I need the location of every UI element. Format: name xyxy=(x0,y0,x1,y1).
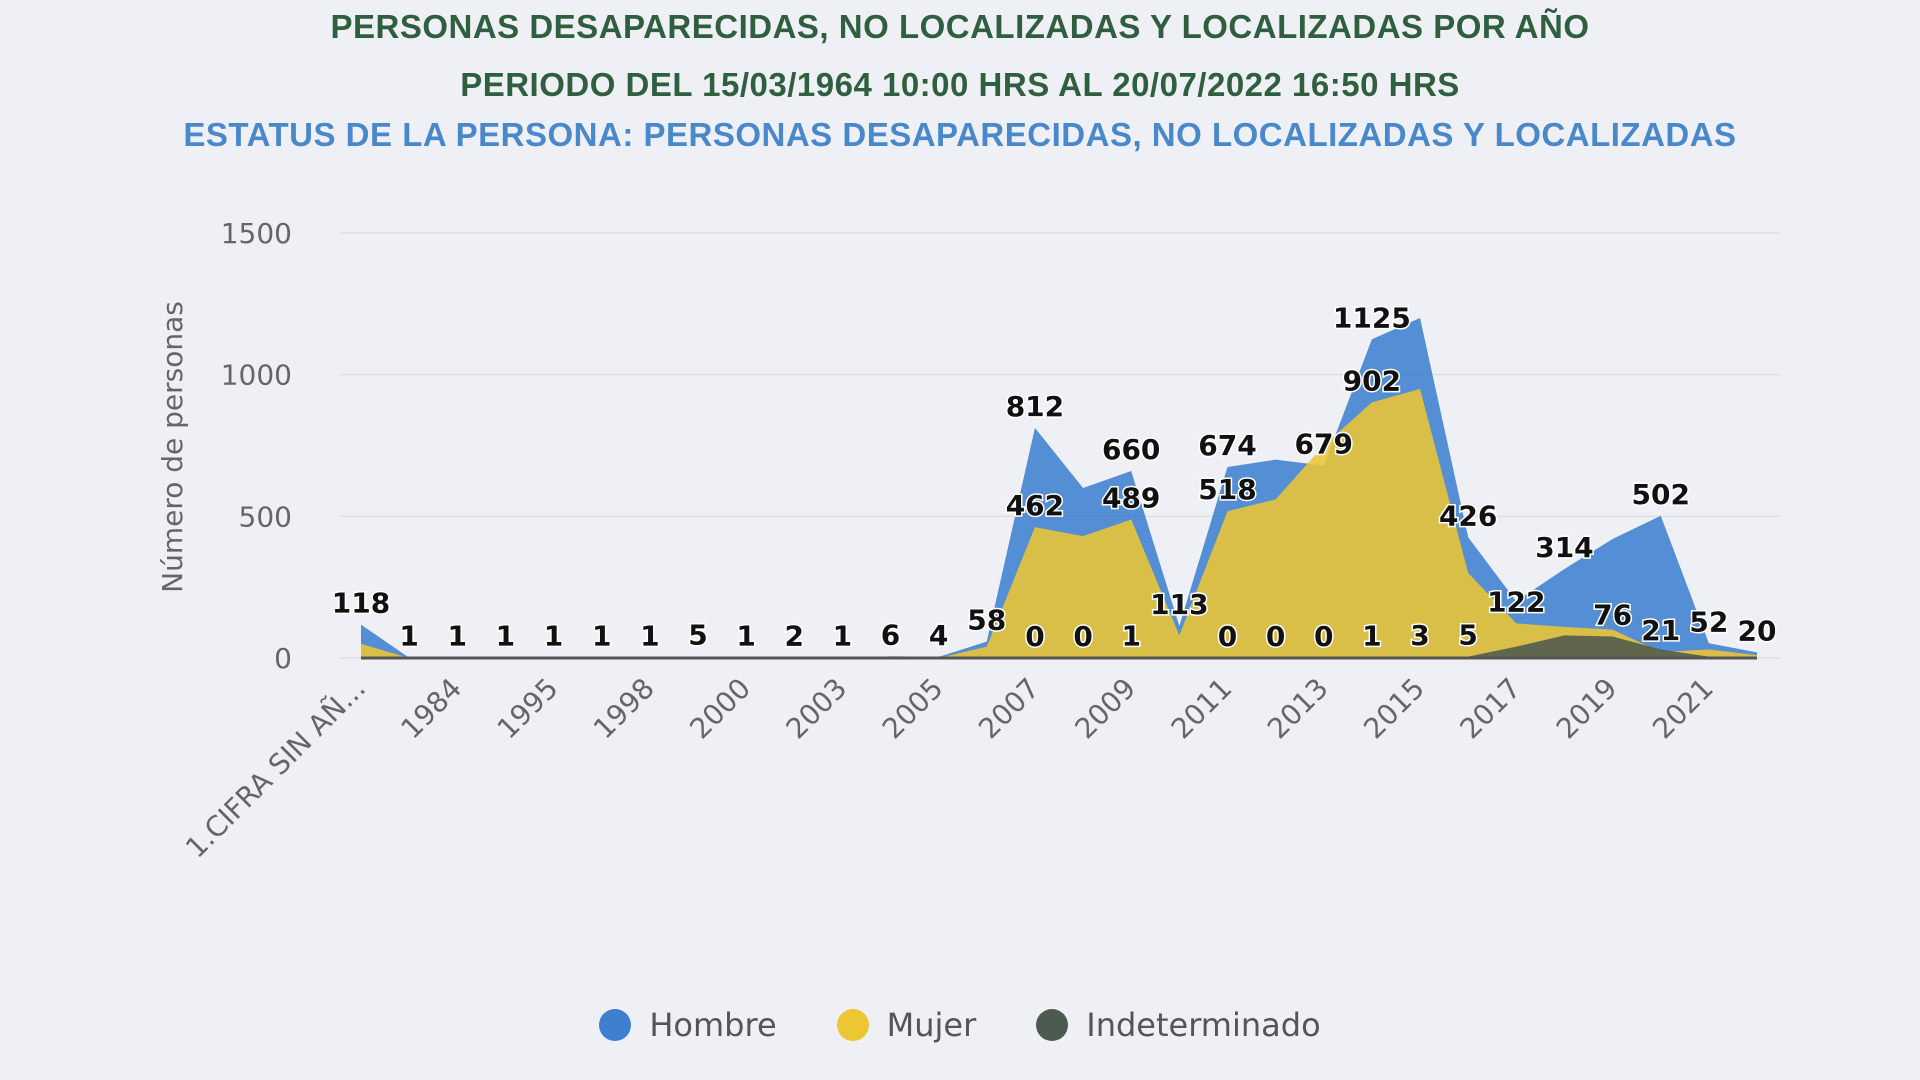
x-tick-label: 2011 xyxy=(1165,672,1239,746)
data-label: 679 xyxy=(1295,428,1353,461)
x-tick-label: 2003 xyxy=(780,672,854,746)
x-tick-label: 2021 xyxy=(1646,672,1720,746)
data-label: 21 xyxy=(1641,614,1680,647)
data-label: 4 xyxy=(929,619,948,652)
data-label: 0 xyxy=(1266,620,1285,653)
x-tick-label: 1995 xyxy=(491,672,565,746)
x-tick-label: 2007 xyxy=(972,672,1046,746)
data-label: 314 xyxy=(1535,531,1593,564)
x-tick-label: 2005 xyxy=(876,672,950,746)
data-label: 118 xyxy=(332,587,390,620)
chart-subtitle: PERIODO DEL 15/03/1964 10:00 HRS AL 20/0… xyxy=(460,66,1460,103)
y-tick-label: 1000 xyxy=(221,359,292,392)
x-tick-label: 2019 xyxy=(1550,672,1624,746)
data-label: 0 xyxy=(1314,620,1333,653)
data-label: 6 xyxy=(881,618,900,651)
x-tick-label: 2015 xyxy=(1357,672,1431,746)
data-label: 52 xyxy=(1689,605,1728,638)
x-tick-label: 1998 xyxy=(587,672,661,746)
data-label: 0 xyxy=(1073,620,1092,653)
y-tick-label: 1500 xyxy=(221,217,292,250)
data-label: 462 xyxy=(1006,489,1064,522)
data-label: 518 xyxy=(1198,473,1256,506)
legend-item-hombre[interactable]: Hombre xyxy=(599,1006,777,1044)
y-axis-title: Número de personas xyxy=(156,301,189,593)
data-label: 1 xyxy=(592,620,611,653)
data-label: 489 xyxy=(1102,481,1160,514)
data-label: 902 xyxy=(1343,364,1401,397)
data-label: 1 xyxy=(399,620,418,653)
legend-item-indeterminado[interactable]: Indeterminado xyxy=(1036,1006,1321,1044)
data-label: 0 xyxy=(1025,620,1044,653)
x-tick-label: 2017 xyxy=(1454,672,1528,746)
data-label: 113 xyxy=(1150,588,1208,621)
data-label: 5 xyxy=(688,619,707,652)
x-tick-label: 1.CIFRA SIN AÑ... xyxy=(179,672,372,865)
data-label: 20 xyxy=(1738,614,1777,647)
chart-title: PERSONAS DESAPARECIDAS, NO LOCALIZADAS Y… xyxy=(330,8,1590,45)
legend: Hombre Mujer Indeterminado xyxy=(0,1006,1920,1044)
x-tick-label: 2013 xyxy=(1261,672,1335,746)
data-label: 1 xyxy=(736,620,755,653)
y-tick-label: 0 xyxy=(274,642,292,675)
data-label: 1 xyxy=(496,620,515,653)
legend-label: Mujer xyxy=(886,1006,977,1044)
x-tick-label: 1984 xyxy=(394,672,468,746)
data-label: 1 xyxy=(1362,620,1381,653)
data-label: 58 xyxy=(967,604,1006,637)
legend-swatch xyxy=(599,1009,632,1041)
data-label: 502 xyxy=(1631,478,1689,511)
data-label: 1 xyxy=(544,620,563,653)
legend-swatch xyxy=(836,1009,869,1041)
data-label: 1 xyxy=(448,620,467,653)
data-label: 1 xyxy=(1121,620,1140,653)
legend-swatch xyxy=(1036,1009,1069,1041)
data-label: 3 xyxy=(1410,619,1429,652)
data-label: 812 xyxy=(1006,390,1064,423)
data-label: 76 xyxy=(1593,598,1632,631)
x-tick-label: 2000 xyxy=(683,672,757,746)
legend-item-mujer[interactable]: Mujer xyxy=(836,1006,977,1044)
data-label: 1 xyxy=(833,620,852,653)
data-label: 426 xyxy=(1439,499,1497,532)
data-label: 2 xyxy=(784,619,803,652)
data-label: 5 xyxy=(1458,619,1477,652)
data-label: 1125 xyxy=(1333,301,1411,334)
data-label: 0 xyxy=(1218,620,1237,653)
y-tick-label: 500 xyxy=(239,500,292,533)
area-indeterminado xyxy=(361,635,1757,658)
data-label: 674 xyxy=(1198,429,1256,462)
data-label: 1 xyxy=(640,620,659,653)
legend-label: Indeterminado xyxy=(1086,1006,1321,1044)
area-mujer xyxy=(361,388,1757,658)
x-tick-label: 2009 xyxy=(1068,672,1142,746)
data-label: 122 xyxy=(1487,585,1545,618)
data-label: 660 xyxy=(1102,433,1160,466)
legend-label: Hombre xyxy=(649,1006,777,1044)
status-line: ESTATUS DE LA PERSONA: PERSONAS DESAPARE… xyxy=(183,116,1737,153)
